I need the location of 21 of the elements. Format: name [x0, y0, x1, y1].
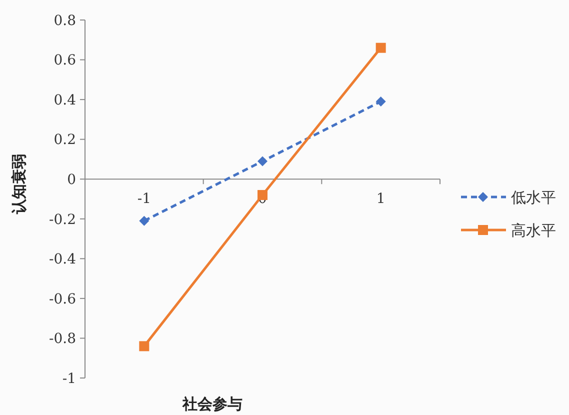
- point: [376, 96, 386, 107]
- y-tick-label: -0.2: [49, 212, 76, 228]
- y-tick-label: 0: [67, 172, 76, 188]
- y-axis-title: 认知衰弱: [10, 154, 28, 215]
- y-tick-label: 0.8: [54, 12, 76, 29]
- x-axis-title: 社会参与: [182, 395, 242, 413]
- y-tick-label: 0.4: [54, 92, 76, 108]
- y-tick-label: -0.6: [49, 291, 76, 308]
- y-tick-label: -0.8: [49, 331, 76, 348]
- legend-label: 高水平: [511, 221, 556, 240]
- y-tick-label: 0.2: [54, 132, 76, 148]
- point: [376, 42, 386, 53]
- legend-label: 低水平: [511, 188, 556, 206]
- point: [258, 156, 268, 166]
- y-tick-label: -0.4: [49, 252, 76, 268]
- point: [139, 341, 150, 352]
- point: [258, 190, 268, 200]
- y-tick-label: 0.6: [54, 52, 76, 69]
- x-tick-label: 1: [376, 191, 386, 208]
- y-tick-label: -1: [62, 370, 76, 387]
- point: [139, 216, 150, 226]
